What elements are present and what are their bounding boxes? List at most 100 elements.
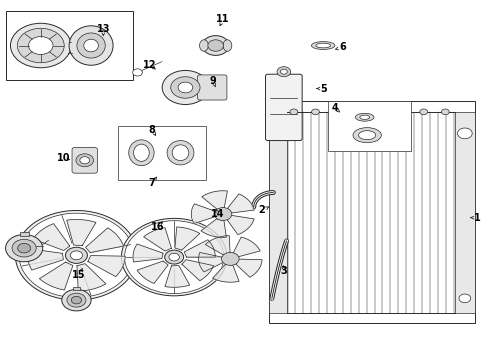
Ellipse shape [199,40,208,51]
Circle shape [376,109,384,115]
Polygon shape [133,244,163,262]
Text: 6: 6 [340,42,346,52]
Bar [118,126,206,180]
Polygon shape [33,224,70,251]
Polygon shape [213,264,239,282]
Polygon shape [202,191,227,209]
Circle shape [169,253,179,261]
Ellipse shape [77,33,105,58]
Circle shape [355,109,363,115]
Text: 13: 13 [97,24,110,35]
Polygon shape [205,235,230,255]
Ellipse shape [178,82,193,93]
Polygon shape [86,228,123,253]
FancyBboxPatch shape [72,147,98,173]
Circle shape [133,69,143,76]
Bar [270,112,287,313]
Circle shape [441,109,449,115]
Bar [20,232,29,236]
Ellipse shape [134,144,149,161]
Ellipse shape [171,77,200,98]
Polygon shape [175,227,200,250]
Circle shape [290,109,298,115]
Text: 1: 1 [474,213,481,222]
Polygon shape [144,228,172,251]
Bar [73,287,80,291]
Circle shape [62,289,91,311]
Bar [270,101,475,323]
Circle shape [221,252,239,265]
Ellipse shape [312,41,335,49]
Circle shape [214,208,232,221]
Polygon shape [227,215,254,235]
Polygon shape [67,220,96,246]
Text: 16: 16 [151,222,165,231]
Polygon shape [182,260,214,281]
Circle shape [15,211,138,300]
Circle shape [71,251,82,260]
Ellipse shape [360,115,369,120]
Circle shape [165,250,184,264]
Text: 15: 15 [72,270,86,280]
Circle shape [28,37,53,54]
Circle shape [420,109,428,115]
FancyBboxPatch shape [266,74,302,140]
Circle shape [80,157,90,164]
Circle shape [76,154,94,167]
Polygon shape [39,262,73,290]
Circle shape [67,293,86,307]
Circle shape [277,67,291,77]
Circle shape [122,219,227,296]
Circle shape [312,109,319,115]
Text: 12: 12 [143,60,156,70]
Circle shape [12,239,36,257]
Circle shape [10,23,71,68]
Circle shape [333,109,341,115]
Circle shape [17,28,64,63]
Polygon shape [201,219,226,237]
Text: 11: 11 [216,14,230,24]
Ellipse shape [172,145,189,161]
Ellipse shape [353,128,381,143]
Polygon shape [165,265,190,287]
Polygon shape [227,194,254,213]
Ellipse shape [167,140,194,165]
Circle shape [458,128,472,139]
Ellipse shape [129,140,154,166]
Circle shape [459,294,471,303]
Ellipse shape [202,36,229,55]
Circle shape [72,296,81,304]
Text: 8: 8 [149,125,156,135]
Polygon shape [27,249,63,270]
Ellipse shape [84,39,98,52]
Ellipse shape [223,40,232,51]
Polygon shape [191,204,215,224]
Circle shape [280,69,287,74]
Ellipse shape [316,43,331,48]
Circle shape [18,243,31,253]
Text: 3: 3 [281,266,288,276]
Polygon shape [77,264,106,291]
Text: 5: 5 [320,84,326,94]
Circle shape [124,221,224,293]
Circle shape [19,213,134,297]
Polygon shape [198,252,223,272]
Text: 4: 4 [332,103,339,113]
Polygon shape [88,256,125,276]
Polygon shape [184,240,215,257]
Circle shape [66,247,87,264]
Text: 9: 9 [210,76,217,86]
Circle shape [5,234,43,262]
Text: 14: 14 [211,209,225,219]
Ellipse shape [208,40,223,51]
Bar [5,12,133,80]
Ellipse shape [69,26,113,65]
Polygon shape [233,237,260,257]
Text: 2: 2 [259,206,266,216]
Text: 7: 7 [149,178,155,188]
Polygon shape [137,261,168,283]
Circle shape [398,109,406,115]
Ellipse shape [359,131,376,140]
Ellipse shape [162,71,209,104]
Bar [328,101,411,151]
